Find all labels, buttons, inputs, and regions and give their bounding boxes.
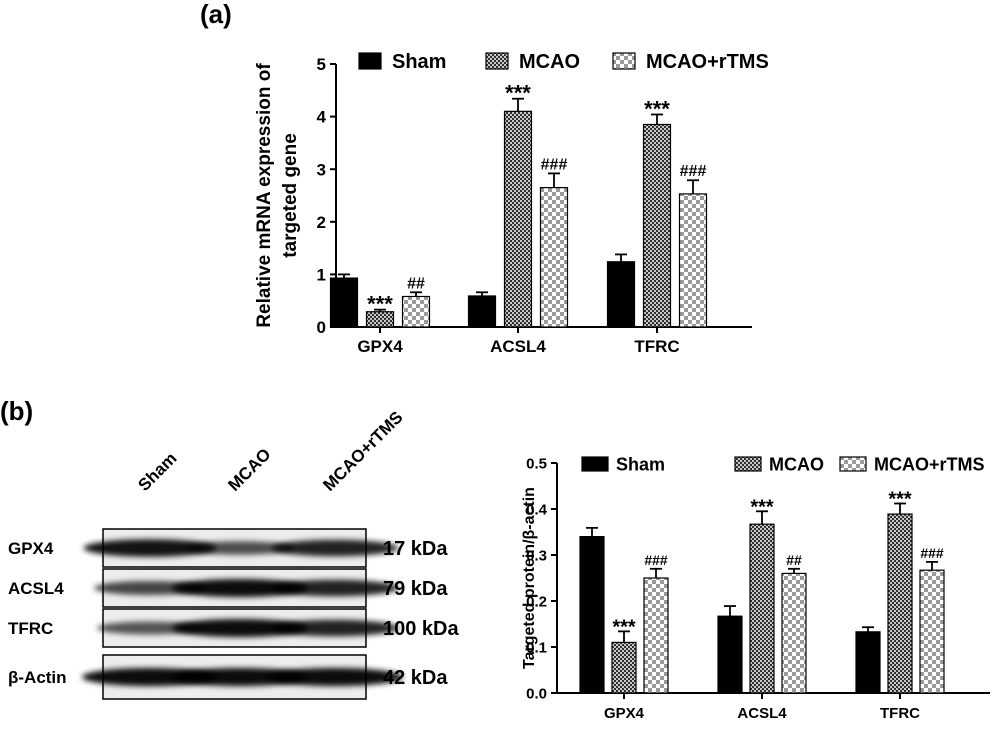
y-tick-label: 3 bbox=[317, 160, 326, 179]
bar bbox=[642, 123, 672, 328]
blot-band bbox=[172, 619, 308, 637]
blot-size-label: 100 kDa bbox=[383, 618, 459, 640]
x-category-label: TFRC bbox=[880, 705, 920, 722]
y-tick-label: 4 bbox=[317, 108, 327, 127]
blot-band bbox=[172, 668, 308, 686]
bar bbox=[467, 295, 497, 328]
legend-label: Sham bbox=[616, 454, 665, 474]
legend-swatch bbox=[612, 52, 636, 70]
y-axis-label: targeted gene bbox=[280, 133, 301, 258]
bar bbox=[539, 187, 569, 328]
blot-lane-label: Sham bbox=[134, 449, 180, 495]
x-category-label: ACSL4 bbox=[490, 337, 546, 356]
y-tick-label: 0.5 bbox=[526, 455, 547, 472]
significance-label: *** bbox=[644, 96, 670, 121]
blot-band bbox=[271, 539, 399, 557]
legend-swatch bbox=[734, 456, 762, 472]
y-axis-label: Targeted protein/β-actin bbox=[521, 487, 538, 669]
chart-a: 0 1 2 3 4 5 Relative mRNA expression of targete… bbox=[254, 51, 769, 356]
significance-label: *** bbox=[888, 488, 912, 510]
blot-band bbox=[185, 541, 295, 555]
legend-label: Sham bbox=[392, 51, 446, 73]
blot-lane-label: MCAO+rTMS bbox=[319, 408, 406, 495]
blot-size-label: 42 kDa bbox=[383, 667, 448, 689]
bar bbox=[855, 631, 881, 694]
western-blot: Sham MCAO MCAO+rTMS GPX4 17 kDa ACSL4 79 kDa TF… bbox=[8, 408, 459, 700]
blot-band bbox=[271, 619, 399, 637]
y-tick-label: 1 bbox=[317, 266, 326, 285]
bar bbox=[503, 110, 533, 328]
bar bbox=[717, 615, 743, 694]
significance-label: ## bbox=[407, 275, 425, 292]
significance-label: *** bbox=[612, 616, 636, 638]
y-tick-label: 5 bbox=[317, 55, 326, 74]
blot-protein-label: TFRC bbox=[8, 619, 53, 638]
legend-label: MCAO bbox=[519, 51, 580, 73]
blot-protein-label: GPX4 bbox=[8, 539, 54, 558]
y-tick-label: 0.1 bbox=[526, 639, 547, 656]
significance-label: *** bbox=[750, 496, 774, 518]
blot-band bbox=[271, 579, 399, 597]
blot-size-label: 79 kDa bbox=[383, 578, 448, 600]
significance-label: ### bbox=[644, 552, 668, 568]
significance-label: ### bbox=[680, 163, 707, 180]
x-category-label: GPX4 bbox=[604, 705, 645, 722]
x-category-label: ACSL4 bbox=[737, 705, 787, 722]
bar bbox=[579, 535, 605, 694]
y-tick-label: 0.0 bbox=[526, 685, 547, 702]
blot-size-label: 17 kDa bbox=[383, 538, 448, 560]
significance-label: *** bbox=[505, 81, 531, 106]
bar bbox=[606, 261, 636, 328]
legend-swatch bbox=[358, 52, 382, 70]
y-tick-label: 0.3 bbox=[526, 547, 547, 564]
significance-label: ### bbox=[541, 156, 568, 173]
blot-band bbox=[97, 621, 203, 635]
legend-label: MCAO+rTMS bbox=[646, 51, 769, 73]
bar bbox=[887, 513, 913, 694]
panel-b-label: (b) bbox=[0, 396, 33, 426]
panel-a-label: (a) bbox=[200, 0, 232, 29]
blot-band bbox=[172, 579, 308, 597]
y-tick-label: 0 bbox=[317, 318, 326, 337]
legend-swatch bbox=[581, 456, 609, 472]
significance-label: ### bbox=[920, 545, 944, 561]
bar bbox=[643, 577, 669, 694]
y-axis-label: Relative mRNA expression of bbox=[254, 63, 275, 328]
blot-protein-label: ACSL4 bbox=[8, 579, 64, 598]
bar bbox=[678, 193, 708, 328]
significance-label: *** bbox=[367, 292, 393, 317]
bar bbox=[401, 295, 431, 328]
y-tick-label: 0.2 bbox=[526, 593, 547, 610]
x-category-label: TFRC bbox=[634, 337, 679, 356]
legend-swatch bbox=[839, 456, 867, 472]
legend-swatch bbox=[485, 52, 509, 70]
legend-label: MCAO+rTMS bbox=[874, 454, 985, 474]
bar bbox=[611, 641, 637, 694]
blot-protein-label: β-Actin bbox=[8, 668, 67, 687]
bar bbox=[781, 572, 807, 694]
bar bbox=[329, 277, 359, 328]
significance-label: ## bbox=[786, 552, 802, 568]
chart-b: 0.0 0.1 0.2 0.3 0.4 0.5 Targeted protein/β-act… bbox=[521, 454, 990, 722]
y-tick-label: 0.4 bbox=[526, 501, 548, 518]
y-tick-label: 2 bbox=[317, 213, 326, 232]
blot-band bbox=[83, 539, 217, 557]
blot-lane-label: MCAO bbox=[224, 445, 274, 495]
legend-label: MCAO bbox=[769, 454, 824, 474]
bar bbox=[919, 569, 945, 694]
x-category-label: GPX4 bbox=[357, 337, 403, 356]
bar bbox=[749, 523, 775, 694]
blot-band bbox=[267, 668, 403, 686]
